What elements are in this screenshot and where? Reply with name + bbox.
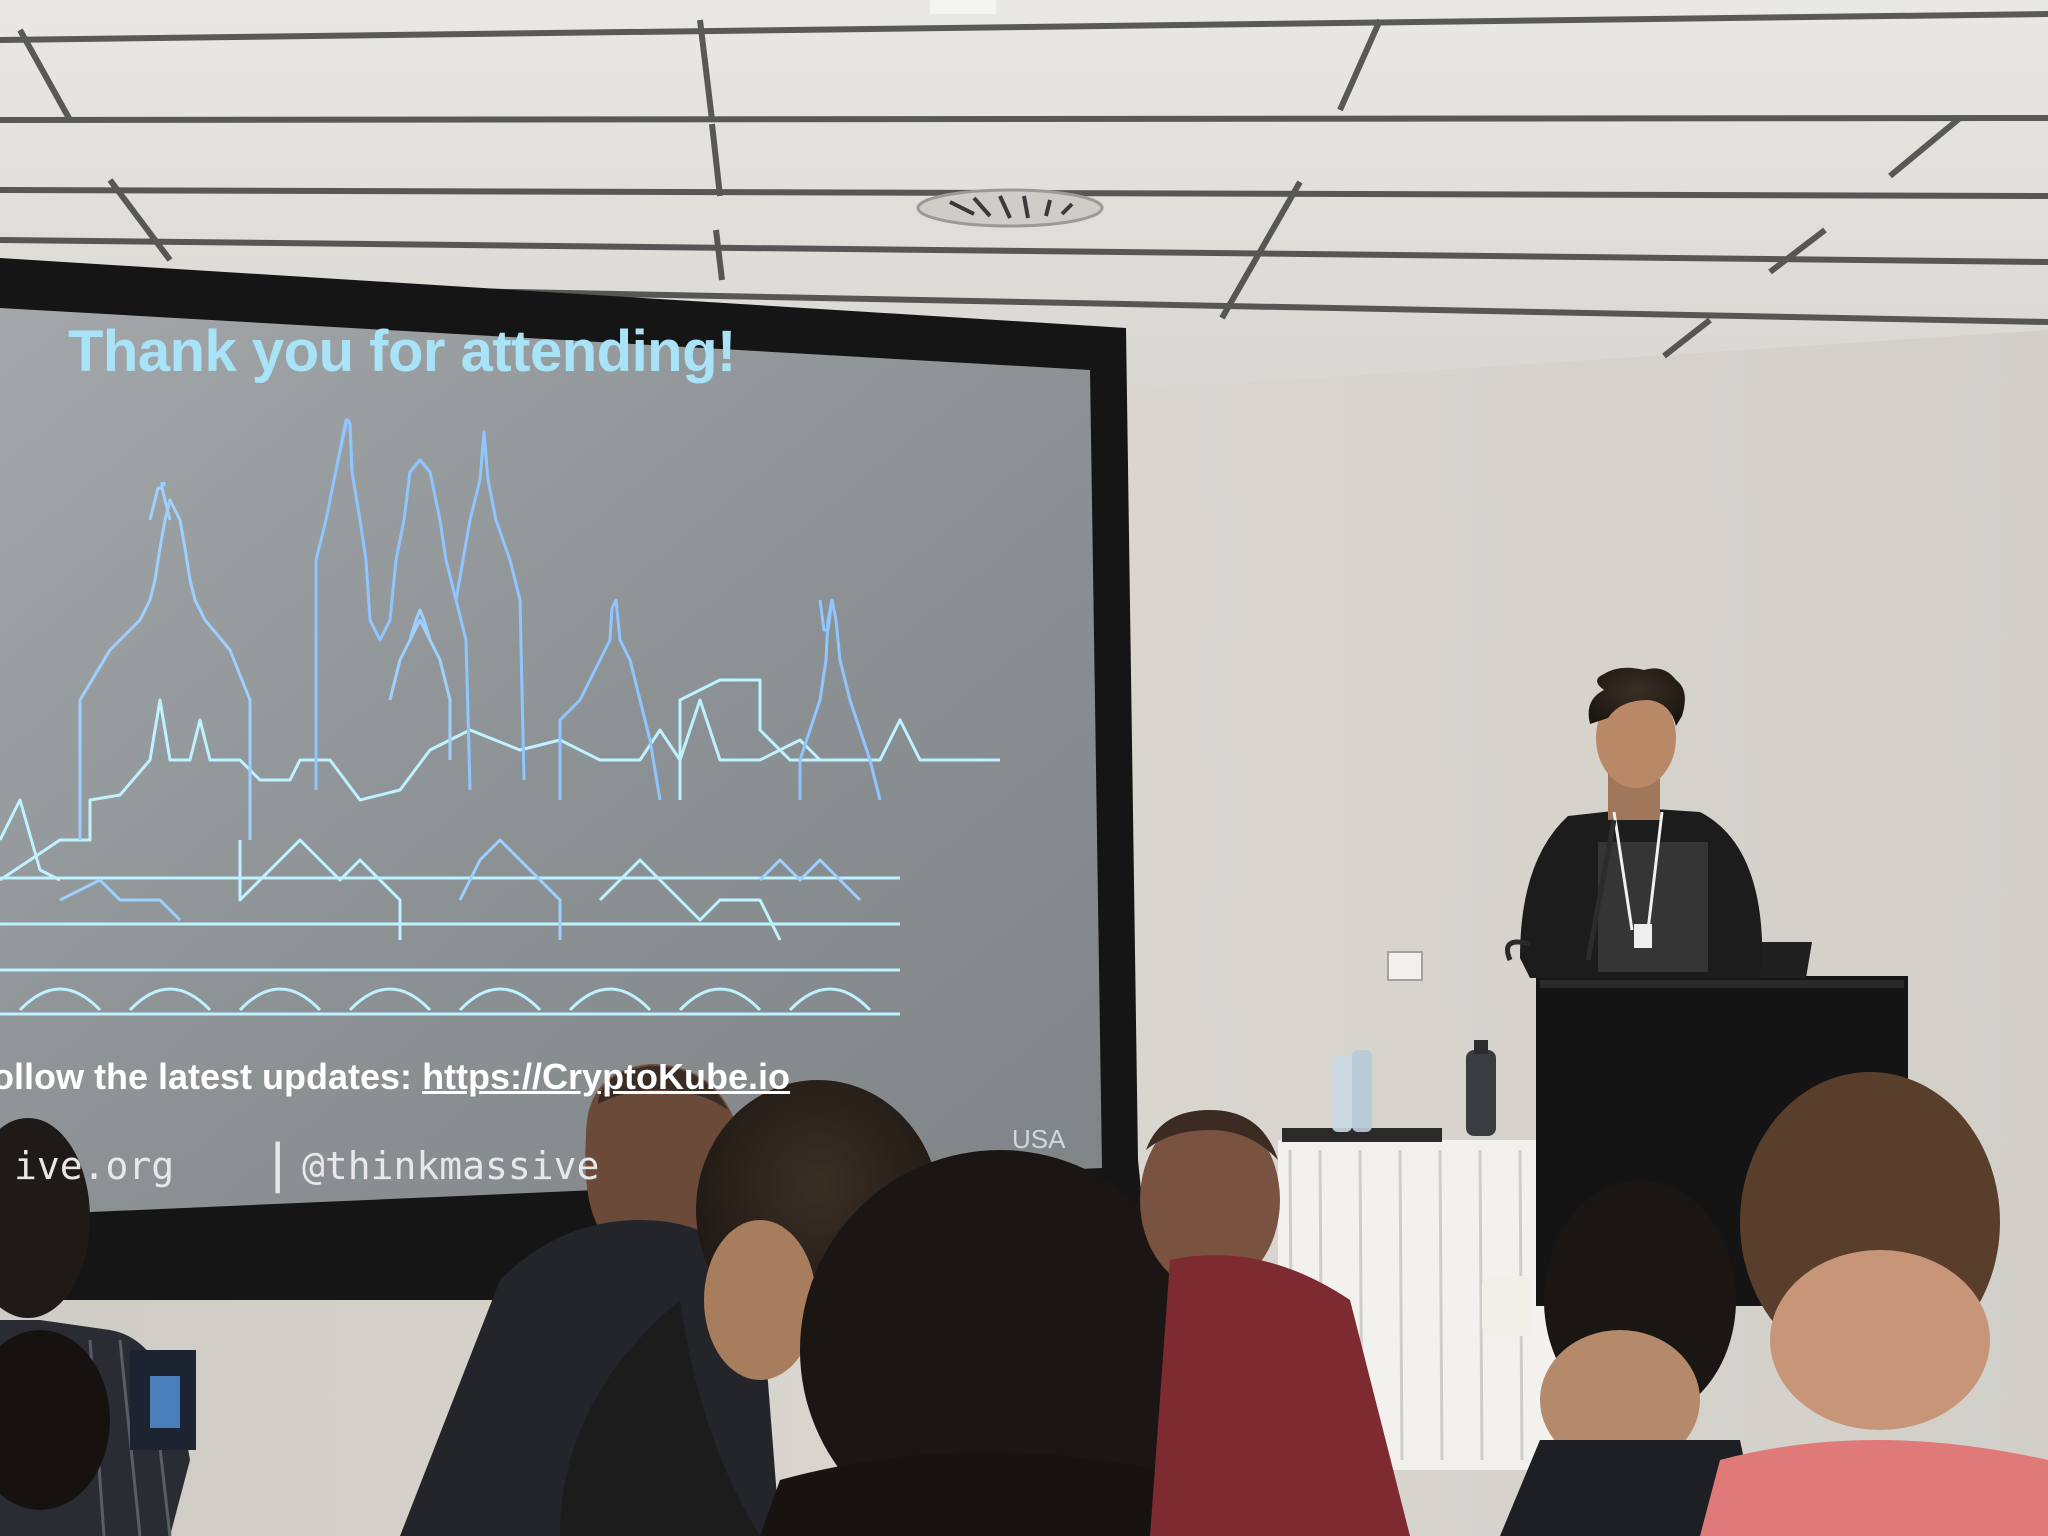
slide-footer-handle: @thinkmassive bbox=[302, 1144, 600, 1188]
slide-footer-separator: | bbox=[262, 1134, 294, 1194]
slide-follow-line: ollow the latest updates: https://Crypto… bbox=[0, 1056, 790, 1098]
presenter bbox=[1505, 667, 1762, 978]
slide-follow-url: https://CryptoKube.io bbox=[422, 1056, 791, 1097]
skyline-illustration bbox=[0, 418, 1000, 1016]
slide-follow-text: ollow the latest updates: bbox=[0, 1056, 423, 1097]
wall-switch bbox=[1387, 951, 1423, 981]
slide-footer-website: ive.org bbox=[14, 1144, 175, 1188]
slide-title: Thank you for attending! bbox=[68, 319, 736, 384]
audience bbox=[0, 1064, 2048, 1536]
water-bottles bbox=[1332, 1040, 1496, 1136]
ceiling-vent bbox=[916, 188, 1104, 228]
slide-corner-text: USA bbox=[1012, 1124, 1066, 1154]
